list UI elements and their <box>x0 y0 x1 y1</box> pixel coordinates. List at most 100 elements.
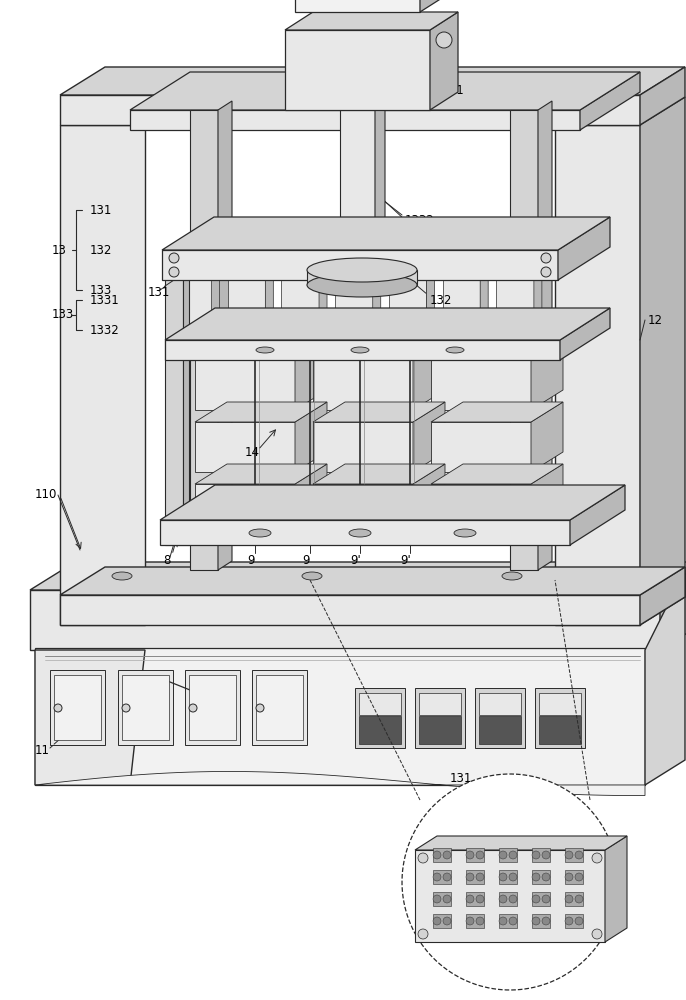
Polygon shape <box>413 340 445 410</box>
Bar <box>565 848 583 862</box>
Polygon shape <box>313 484 413 534</box>
Circle shape <box>169 267 179 277</box>
Polygon shape <box>160 520 570 545</box>
Bar <box>499 892 517 906</box>
Circle shape <box>402 774 618 990</box>
Text: 110: 110 <box>35 488 58 502</box>
Ellipse shape <box>249 529 271 537</box>
Bar <box>433 914 451 928</box>
Polygon shape <box>442 280 480 340</box>
Bar <box>532 848 550 862</box>
Polygon shape <box>313 464 445 484</box>
Text: 131: 131 <box>148 286 170 298</box>
Circle shape <box>509 873 517 881</box>
Circle shape <box>509 851 517 859</box>
Circle shape <box>443 895 451 903</box>
Circle shape <box>509 895 517 903</box>
Bar <box>256 675 303 740</box>
Polygon shape <box>431 464 563 484</box>
Circle shape <box>54 704 62 712</box>
Circle shape <box>476 917 484 925</box>
Text: 9: 9 <box>303 554 310 566</box>
Polygon shape <box>195 464 327 484</box>
Circle shape <box>575 851 583 859</box>
Polygon shape <box>228 275 273 280</box>
Polygon shape <box>60 567 685 595</box>
Polygon shape <box>313 360 413 410</box>
Circle shape <box>256 704 264 712</box>
Polygon shape <box>335 280 372 340</box>
Bar <box>54 675 101 740</box>
Polygon shape <box>413 402 445 472</box>
Polygon shape <box>130 72 640 110</box>
Polygon shape <box>496 275 542 280</box>
Circle shape <box>542 895 550 903</box>
Ellipse shape <box>454 529 476 537</box>
Bar <box>355 688 405 748</box>
Ellipse shape <box>112 572 132 580</box>
Circle shape <box>565 851 573 859</box>
Polygon shape <box>60 595 640 625</box>
Text: 133: 133 <box>90 284 113 296</box>
Circle shape <box>499 873 507 881</box>
Bar <box>479 716 521 744</box>
Ellipse shape <box>307 258 417 282</box>
Circle shape <box>592 853 602 863</box>
Polygon shape <box>174 275 220 280</box>
Text: 12: 12 <box>648 314 663 326</box>
Circle shape <box>565 873 573 881</box>
Text: 132: 132 <box>430 294 452 306</box>
Polygon shape <box>332 232 395 240</box>
Text: 132: 132 <box>90 243 113 256</box>
Ellipse shape <box>307 273 417 297</box>
Polygon shape <box>415 850 605 942</box>
Ellipse shape <box>446 347 464 353</box>
Bar <box>359 693 401 715</box>
Polygon shape <box>480 275 488 340</box>
Text: 9': 9' <box>351 554 362 566</box>
Polygon shape <box>431 360 531 410</box>
Circle shape <box>565 917 573 925</box>
Polygon shape <box>431 422 531 472</box>
Bar <box>499 914 517 928</box>
Polygon shape <box>420 0 442 12</box>
Polygon shape <box>30 562 686 590</box>
Bar <box>466 892 484 906</box>
Circle shape <box>575 873 583 881</box>
Circle shape <box>418 929 428 939</box>
Polygon shape <box>35 648 645 785</box>
Polygon shape <box>415 836 627 850</box>
Polygon shape <box>531 340 563 410</box>
Polygon shape <box>555 125 640 625</box>
Bar <box>539 693 581 715</box>
Polygon shape <box>383 232 395 265</box>
Polygon shape <box>534 275 542 340</box>
Circle shape <box>476 873 484 881</box>
Bar <box>165 260 183 545</box>
Bar <box>122 675 169 740</box>
Polygon shape <box>60 67 685 95</box>
Circle shape <box>189 704 197 712</box>
Bar <box>185 670 240 745</box>
Circle shape <box>443 851 451 859</box>
Polygon shape <box>285 12 458 30</box>
Polygon shape <box>218 101 232 570</box>
Polygon shape <box>431 340 563 360</box>
Text: 131: 131 <box>90 204 113 217</box>
Ellipse shape <box>351 347 369 353</box>
Bar <box>433 892 451 906</box>
Polygon shape <box>35 771 645 796</box>
Polygon shape <box>60 95 640 125</box>
Polygon shape <box>372 275 381 340</box>
Bar <box>479 693 521 715</box>
Polygon shape <box>174 280 211 340</box>
Circle shape <box>466 917 474 925</box>
Bar <box>539 716 581 744</box>
Polygon shape <box>431 402 563 422</box>
Circle shape <box>466 895 474 903</box>
Circle shape <box>443 917 451 925</box>
Ellipse shape <box>302 572 322 580</box>
Polygon shape <box>531 402 563 472</box>
Text: 1331: 1331 <box>435 84 464 97</box>
Polygon shape <box>211 275 220 340</box>
